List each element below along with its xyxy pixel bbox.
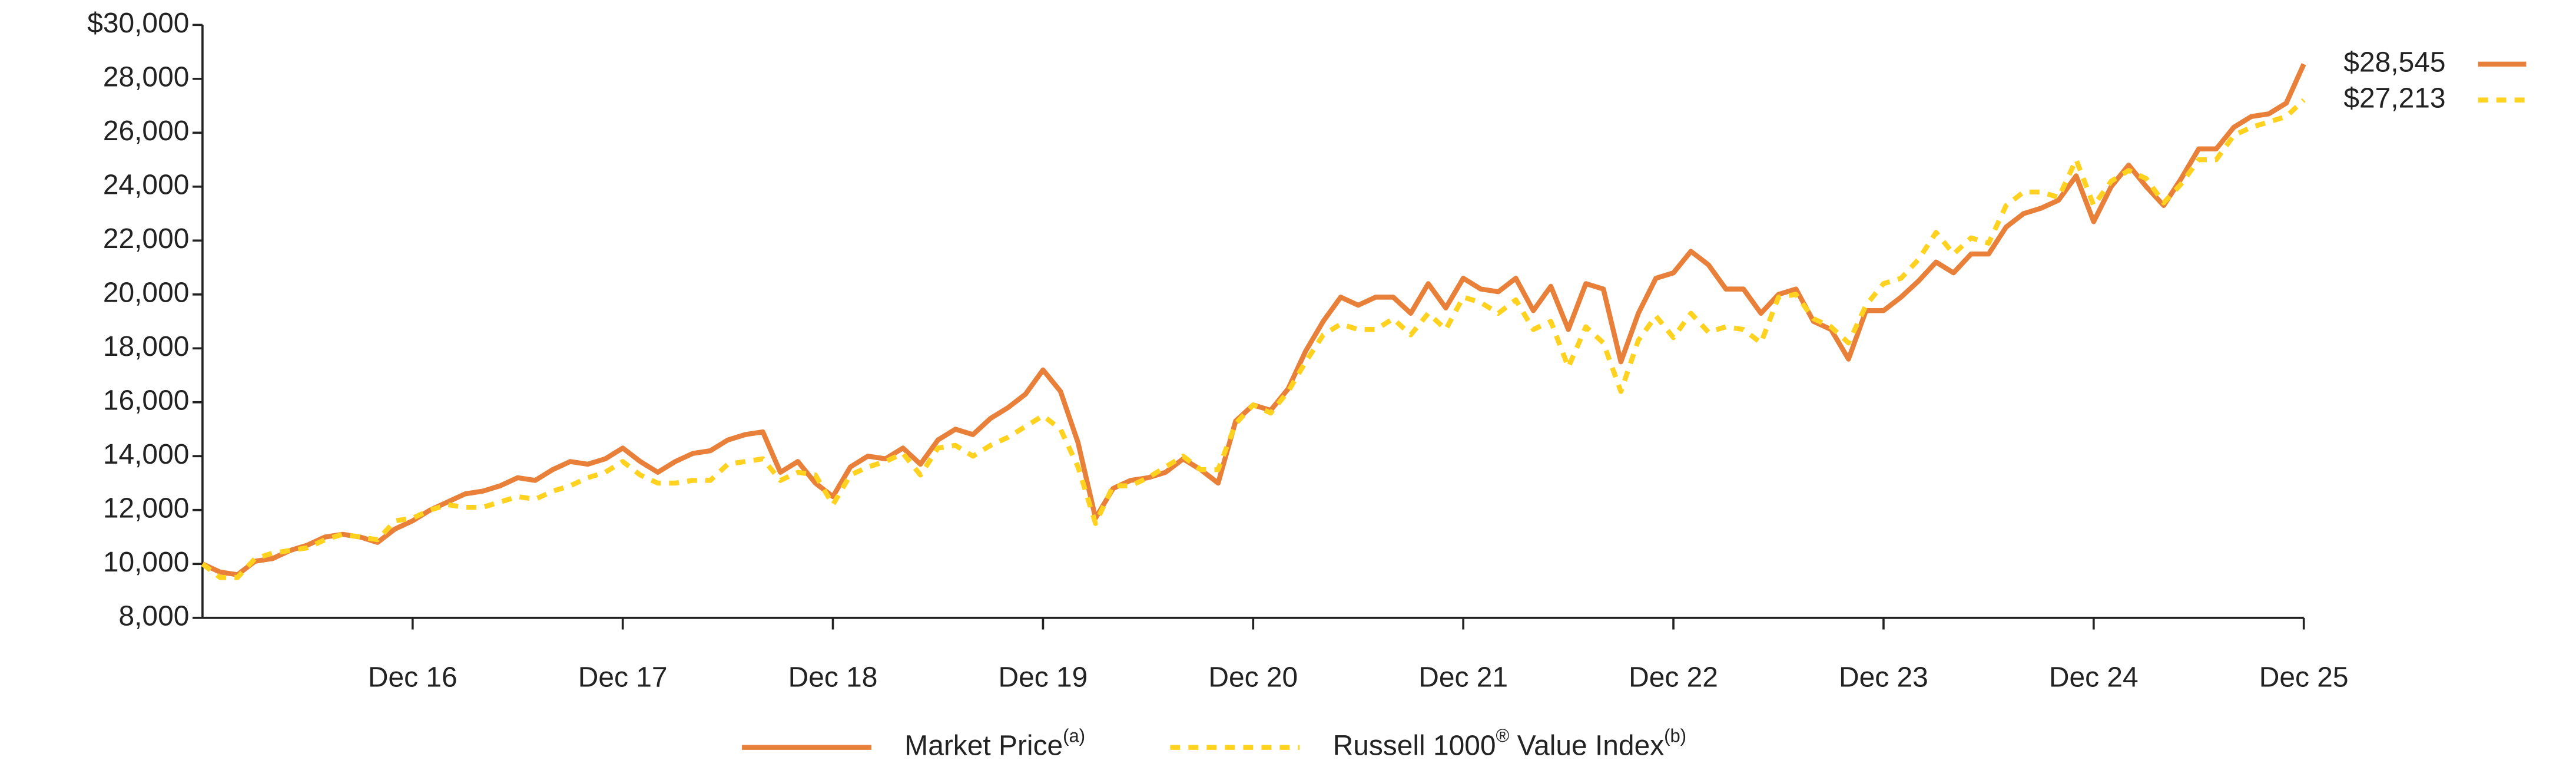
y-tick-label: 14,000 xyxy=(103,439,190,470)
y-tick-label: 26,000 xyxy=(103,115,190,147)
x-tick-label: Dec 24 xyxy=(2049,662,2139,693)
x-tick-label: Dec 19 xyxy=(999,662,1088,693)
x-tick-label: Dec 21 xyxy=(1418,662,1508,693)
x-tick-label: Dec 25 xyxy=(2259,662,2349,693)
superscript: ® xyxy=(1496,725,1510,746)
legend-label: Russell 1000® Value Index(b) xyxy=(1333,725,1686,761)
end-value-label: $28,545 xyxy=(2343,47,2445,78)
y-tick-label: 20,000 xyxy=(103,277,190,308)
x-tick-label: Dec 17 xyxy=(578,662,668,693)
x-tick-label: Dec 18 xyxy=(788,662,878,693)
y-tick-label: 8,000 xyxy=(118,600,189,632)
y-tick-label: 22,000 xyxy=(103,223,190,255)
x-tick-label: Dec 23 xyxy=(1839,662,1928,693)
y-tick-label: 10,000 xyxy=(103,547,190,578)
x-tick-label: Dec 20 xyxy=(1208,662,1298,693)
y-tick-label: 12,000 xyxy=(103,493,190,524)
label-part: Market Price xyxy=(904,730,1063,761)
y-tick-label: $30,000 xyxy=(87,8,189,39)
legend-label: Market Price(a) xyxy=(904,725,1085,761)
superscript: (a) xyxy=(1063,725,1085,746)
end-value-label: $27,213 xyxy=(2343,82,2445,114)
y-tick-label: 16,000 xyxy=(103,385,190,416)
series-line xyxy=(201,98,2306,580)
superscript: (b) xyxy=(1664,725,1686,746)
series-line xyxy=(201,63,2306,577)
y-tick-label: 28,000 xyxy=(103,61,190,92)
label-part: Value Index xyxy=(1509,730,1664,761)
y-tick-label: 24,000 xyxy=(103,169,190,200)
y-tick-label: 18,000 xyxy=(103,331,190,362)
x-tick-label: Dec 16 xyxy=(368,662,457,693)
label-part: Russell 1000 xyxy=(1333,730,1496,761)
x-tick-label: Dec 22 xyxy=(1629,662,1718,693)
